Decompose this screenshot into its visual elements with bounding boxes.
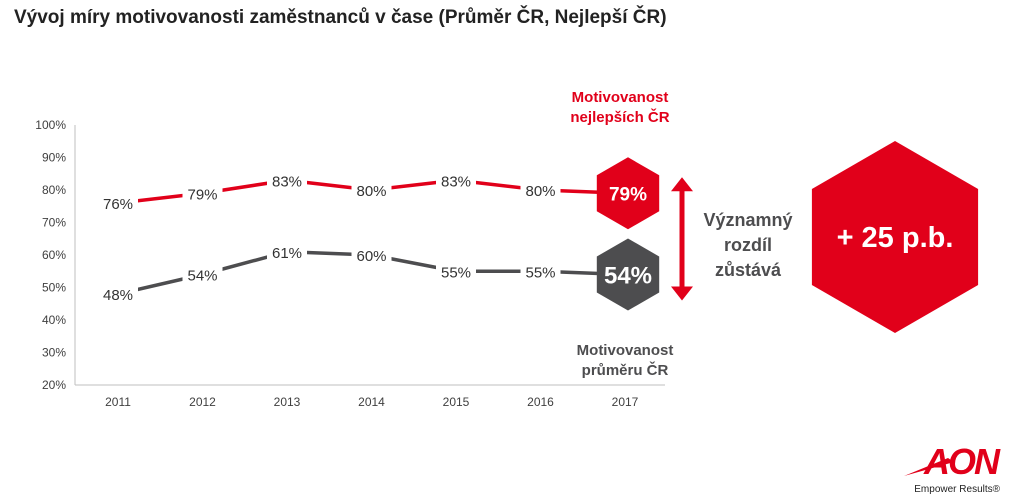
arrow-head-down (671, 286, 693, 301)
y-tick-label: 50% (42, 281, 66, 295)
x-axis: 2011 2012 2013 2014 2015 2016 2017 (75, 384, 665, 409)
difference-annotation-line3: zůstává (714, 260, 782, 280)
aon-logo-text: AON (923, 441, 1001, 482)
aon-logo: AON (904, 441, 1002, 482)
y-tick-label: 30% (42, 346, 66, 360)
chart-title: Vývoj míry motivovanosti zaměstnanců v č… (14, 7, 667, 28)
gap-badge-hexagon (811, 141, 979, 333)
x-tick-label: 2012 (189, 395, 216, 409)
avg-series-annotation: Motivovanost průměru ČR (550, 341, 700, 381)
data-label-bg (351, 245, 392, 265)
difference-annotation-line2: rozdíl (724, 235, 772, 255)
arrow-head-up (671, 177, 693, 192)
series-layer: 76% 79% 83% 80% 83% 80% 79% 48% 54% 61% 60% 55% 55% 5… (98, 157, 660, 311)
y-axis: 20% 30% 40% 50% 60% 70% 80% 90% 100% (35, 118, 76, 392)
logo-swoosh (904, 458, 954, 476)
x-tick-label: 2017 (612, 395, 639, 409)
data-label-bg (98, 193, 138, 213)
data-label-bg (182, 183, 223, 204)
data-label: 83% (441, 173, 471, 190)
best-series-annotation-line2: nejlepších ČR (570, 109, 670, 126)
data-label-bg (98, 284, 138, 304)
avg-series-annotation-line2: průměru ČR (581, 362, 669, 379)
data-label: 61% (272, 245, 302, 262)
x-tick-label: 2016 (527, 395, 554, 409)
data-label: 80% (356, 183, 386, 200)
data-label: 55% (441, 264, 471, 281)
last-point-hexagon (596, 157, 660, 230)
difference-annotation: Významný rozdíl zůstává (688, 208, 808, 283)
difference-arrow (671, 177, 693, 301)
best-series-annotation-line1: Motivovanost (571, 89, 669, 106)
last-point-hexagon (596, 238, 660, 311)
series-best: 76% 79% 83% 80% 83% 80% 79% (98, 157, 660, 230)
data-label: 76% (103, 196, 133, 213)
x-tick-label: 2014 (358, 395, 385, 409)
data-label-bg (267, 170, 307, 191)
data-label-bg (436, 170, 476, 191)
data-label: 79% (609, 184, 647, 205)
y-tick-label: 20% (42, 378, 66, 392)
x-tick-label: 2011 (105, 395, 131, 409)
data-label: 79% (187, 186, 217, 203)
y-tick-label: 40% (42, 313, 66, 327)
x-tick-label: 2013 (274, 395, 301, 409)
gap-badge-text: + 25 p.b. (837, 222, 954, 254)
y-tick-label: 80% (42, 183, 66, 197)
data-label-bg (182, 264, 223, 285)
logo-tagline: Empower Results® (914, 484, 1000, 495)
series-average: 48% 54% 61% 60% 55% 55% 54% (98, 238, 660, 311)
data-label: 60% (356, 248, 386, 265)
data-label: 54% (187, 268, 217, 285)
gap-badge: + 25 p.b. (811, 141, 979, 333)
data-label: 83% (272, 173, 302, 190)
data-label: 54% (604, 263, 652, 290)
data-label-bg (267, 241, 307, 262)
data-label: 80% (525, 183, 555, 200)
y-tick-label: 60% (42, 248, 66, 262)
avg-series-annotation-line1: Motivovanost (576, 342, 674, 359)
data-label-bg (436, 261, 476, 282)
data-label-bg (520, 180, 561, 200)
y-tick-label: 70% (42, 216, 66, 230)
y-tick-label: 100% (35, 118, 66, 132)
data-label: 55% (525, 264, 555, 281)
y-tick-label: 90% (42, 151, 66, 165)
difference-annotation-line1: Významný (703, 210, 793, 230)
data-label: 48% (103, 287, 133, 304)
x-tick-label: 2015 (443, 395, 470, 409)
best-series-annotation: Motivovanost nejlepších ČR (545, 88, 695, 128)
data-label-bg (351, 180, 392, 200)
data-label-bg (520, 261, 561, 282)
